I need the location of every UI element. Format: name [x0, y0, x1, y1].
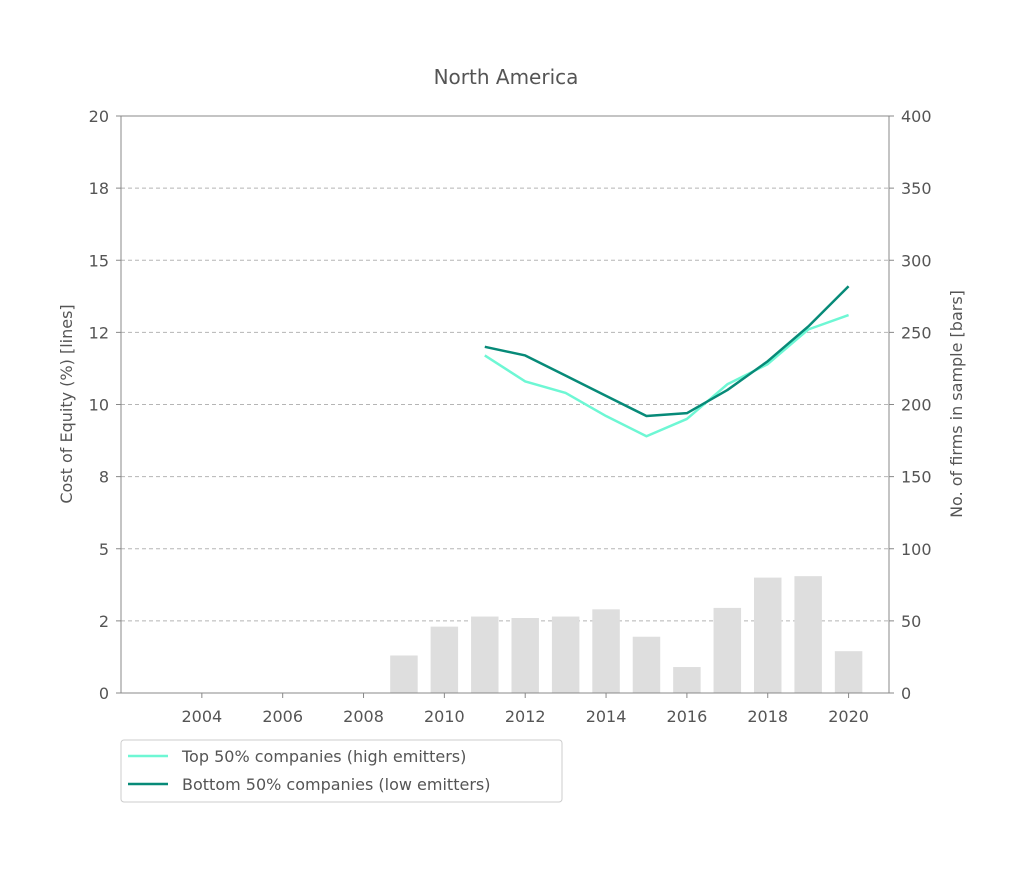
y-right-tick-label: 300 [901, 251, 932, 270]
bar [713, 607, 742, 693]
y-right-tick-label: 250 [901, 323, 932, 342]
x-axis: 2004 2006 2008 2010 2012 2014 2016 2018 2020 [181, 693, 869, 726]
x-tick-label: 2020 [828, 707, 869, 726]
x-tick-label: 2006 [262, 707, 303, 726]
y-right-tick-label: 350 [901, 179, 932, 198]
x-tick-label: 2012 [505, 707, 546, 726]
y-left-tick-label: 12 [89, 323, 109, 342]
y-right-tick-label: 400 [901, 107, 932, 126]
x-tick-label: 2004 [181, 707, 222, 726]
chart-title: North America [434, 65, 579, 89]
y-right-tick-label: 100 [901, 540, 932, 559]
lines [484, 285, 850, 438]
bar [632, 636, 661, 693]
series-line-high-emitters [484, 313, 849, 438]
y-axis-right-title: No. of firms in sample [bars] [947, 290, 966, 518]
grid [121, 187, 889, 622]
y-axis-left: 0 2 5 8 10 12 15 18 20 [89, 107, 121, 703]
bar [592, 609, 620, 693]
x-tick-label: 2016 [667, 707, 708, 726]
x-tick-label: 2010 [424, 707, 465, 726]
y-right-tick-label: 150 [901, 468, 932, 487]
bar [471, 616, 499, 693]
bar [551, 616, 580, 693]
legend-box [120, 739, 563, 803]
x-tick-label: 2018 [747, 707, 788, 726]
y-axis-right: 0 50 100 150 200 250 300 350 400 [889, 107, 932, 703]
bar [753, 577, 782, 693]
y-left-tick-label: 15 [89, 251, 109, 270]
legend: Top 50% companies (high emitters) Bottom… [120, 739, 563, 803]
y-left-tick-label: 20 [89, 107, 109, 126]
y-left-tick-label: 0 [99, 684, 109, 703]
bar [390, 655, 418, 693]
y-left-tick-label: 8 [99, 468, 109, 487]
legend-label-low-emitters: Bottom 50% companies (low emitters) [182, 775, 490, 794]
y-left-tick-label: 10 [89, 396, 109, 415]
bar [794, 576, 822, 693]
y-right-tick-label: 0 [901, 684, 911, 703]
x-tick-label: 2008 [343, 707, 384, 726]
y-axis-left-title: Cost of Equity (%) [lines] [57, 304, 76, 503]
bars [390, 576, 863, 693]
bar [430, 626, 459, 693]
y-left-tick-label: 18 [89, 179, 109, 198]
y-left-tick-label: 5 [99, 540, 109, 559]
legend-label-high-emitters: Top 50% companies (high emitters) [181, 747, 466, 766]
y-right-tick-label: 200 [901, 396, 932, 415]
bar [834, 651, 863, 693]
y-right-tick-label: 50 [901, 612, 921, 631]
bar [511, 617, 539, 693]
y-left-tick-label: 2 [99, 612, 109, 631]
series-line-low-emitters [484, 285, 850, 418]
bar [673, 667, 701, 693]
x-tick-label: 2014 [586, 707, 627, 726]
